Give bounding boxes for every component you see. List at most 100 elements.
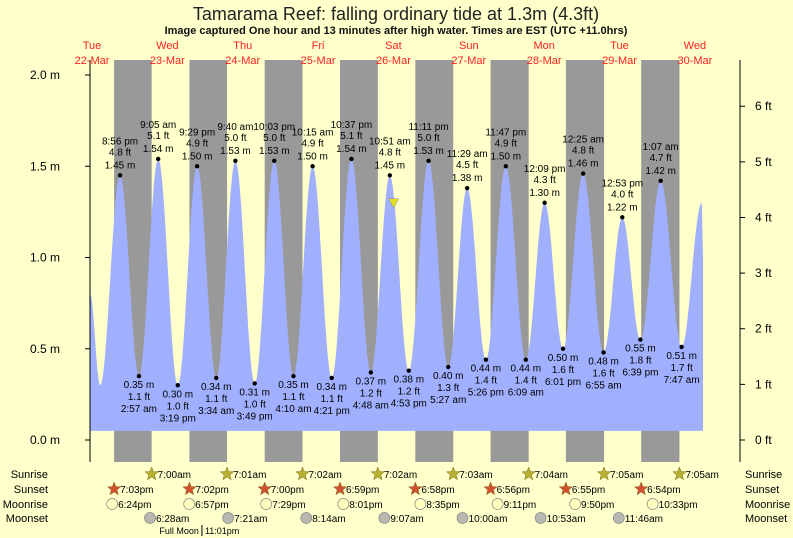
high-tide-ft: 5.0 ft [417,133,439,144]
high-tide-m: 1.53 m [413,146,444,157]
high-tide-ft: 5.1 ft [147,131,169,142]
high-tide-point [620,215,625,220]
moon-phase-time: 11:01pm [205,526,239,536]
high-tide-point [387,173,393,178]
low-tide-ft: 1.1 ft [321,394,343,405]
low-tide-point [175,383,180,388]
high-tide-point [194,164,200,169]
sunset-star-icon [332,481,348,496]
high-tide-time: 11:11 pm [408,122,448,133]
high-tide-m: 1.30 m [529,188,560,199]
low-tide-point [214,375,219,381]
low-tide-time: 6:01 pm [545,377,581,388]
moonrise-time: 8:01pm [349,500,382,511]
sunset-time: 6:55pm [572,485,605,496]
moonrise-time: 10:33pm [659,500,698,511]
high-tide-m: 1.45 m [375,160,406,171]
high-tide-ft: 4.5 ft [456,160,478,171]
high-tide-point [233,158,238,163]
low-tide-ft: 1.2 ft [398,387,420,398]
high-tide-m: 1.50 m [297,151,328,162]
moonrise-moon-icon [491,498,504,510]
day-name: Mon [533,40,554,52]
high-tide-m: 1.54 m [143,144,174,155]
moonrise-moon-icon [414,498,427,510]
sunrise-star-icon [672,466,687,481]
high-tide-time: 8:56 pm [102,136,138,147]
moonset-time: 6:28am [156,514,189,525]
moonrise-moon-icon [260,498,273,510]
sunset-star-icon [106,481,122,496]
low-tide-m: 0.44 m [471,364,502,375]
day-date: 25-Mar [301,55,336,67]
sunrise-star-icon [596,466,612,481]
sunrise-time: 7:05am [610,470,643,481]
day-date: 22-Mar [75,55,110,67]
low-tide-time: 6:55 am [585,380,621,391]
sunrise-time: 7:04am [535,470,568,481]
low-tide-time: 3:34 am [198,406,234,417]
low-tide-ft: 1.1 ft [205,394,227,405]
sunset-time: 7:03pm [120,485,153,496]
right-tick-label: 3 ft [755,266,772,280]
high-tide-m: 1.42 m [645,166,676,177]
low-tide-time: 2:57 am [121,404,157,415]
day-date: 28-Mar [527,55,562,67]
low-tide-ft: 1.1 ft [128,392,150,403]
high-tide-point [503,164,508,169]
day-name: Tue [610,40,629,52]
low-tide-point [406,368,411,373]
high-tide-time: 12:25 am [562,135,604,146]
row-label-left: Sunset [14,484,48,496]
current-tide-marker-icon [388,198,400,209]
high-tide-ft: 4.0 ft [611,189,633,200]
day-date: 27-Mar [451,55,486,67]
high-tide-ft: 4.9 ft [301,138,323,149]
right-tick-label: 4 ft [755,210,772,224]
sunrise-time: 7:02am [308,470,341,481]
moonset-time: 11:46am [625,514,663,525]
low-tide-point [368,370,374,375]
low-tide-time: 4:48 am [353,400,389,411]
sunrise-time: 7:02am [384,470,417,481]
moonset-time: 9:07am [390,514,423,525]
moonset-time: 10:00am [469,514,508,525]
high-tide-m: 1.50 m [491,151,522,162]
high-tide-m: 1.54 m [336,144,367,155]
sunset-star-icon [558,481,574,496]
high-tide-m: 1.46 m [568,159,599,170]
low-tide-m: 0.38 m [393,375,424,386]
sunset-star-icon [182,481,197,496]
sunrise-time: 7:03am [459,470,492,481]
day-name: Sat [385,40,402,52]
high-tide-point [464,185,470,191]
high-tide-time: 11:47 pm [485,127,526,138]
moonrise-moon-icon [337,498,350,510]
low-tide-ft: 1.0 ft [244,399,266,410]
left-tick-label: 0.0 m [30,433,60,447]
high-tide-time: 1:07 am [643,142,679,153]
low-tide-time: 4:53 pm [391,399,427,410]
sunrise-time: 7:01am [233,470,266,481]
low-tide-point [560,346,566,351]
low-tide-time: 5:26 pm [468,388,504,399]
high-tide-time: 10:51 am [369,136,411,147]
moonset-moon-icon [222,512,234,524]
high-tide-point [117,173,123,178]
low-tide-point [679,344,684,350]
high-tide-m: 1.50 m [182,151,213,162]
sunset-time: 6:54pm [647,485,680,496]
low-tide-m: 0.37 m [356,376,387,387]
high-tide-m: 1.45 m [105,160,136,171]
moonrise-moon-icon [569,498,581,510]
right-tick-label: 1 ft [755,377,772,391]
sunset-star-icon [633,481,649,496]
high-tide-point [156,156,161,162]
moonrise-moon-icon [646,498,659,510]
low-tide-m: 0.30 m [162,389,193,400]
high-tide-time: 12:53 pm [601,178,643,189]
sunrise-star-icon [144,466,159,481]
sunrise-star-icon [219,466,235,481]
day-date: 24-Mar [225,55,260,67]
sunrise-star-icon [370,466,386,481]
